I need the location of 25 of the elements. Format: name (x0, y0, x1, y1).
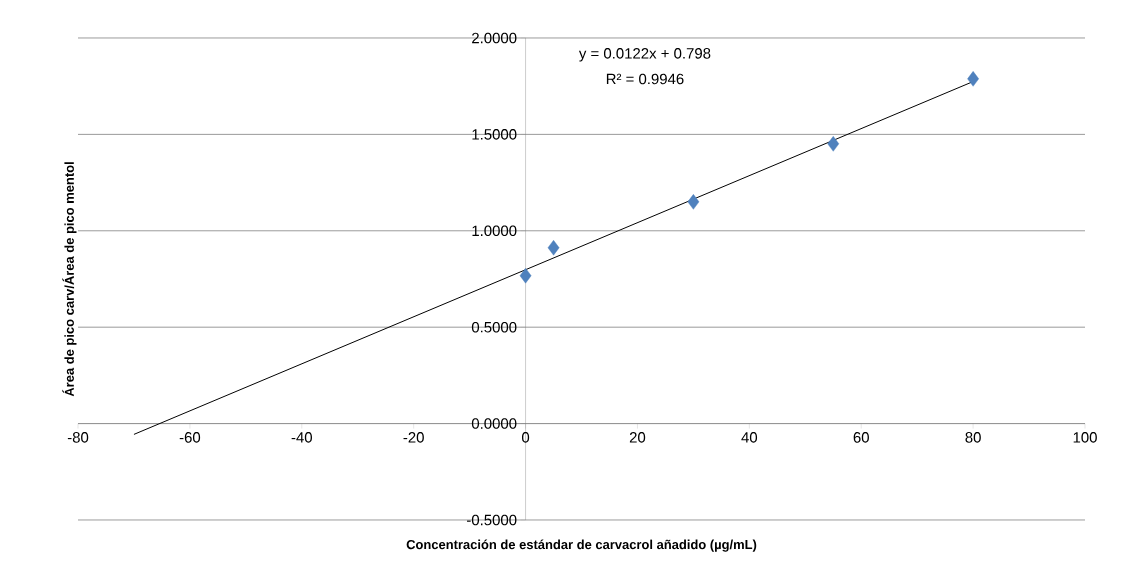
point (827, 136, 840, 152)
y-tick-label: -0.5000 (467, 514, 517, 526)
point (687, 194, 700, 210)
point (967, 71, 979, 87)
point (519, 268, 532, 284)
x-tick-label: 60 (853, 432, 869, 443)
x-tick-label: 100 (1073, 432, 1097, 443)
y-tick-label: 1.5000 (472, 129, 517, 140)
x-tick-label: 20 (629, 432, 646, 443)
x-tick-label: -40 (291, 432, 312, 443)
x-tick-label: -20 (403, 432, 424, 443)
annotation: y = 0.0122x + 0.798 (578, 48, 711, 62)
y-tick-label: 1.0000 (472, 225, 517, 237)
x-tick-label: 80 (965, 432, 981, 443)
x-axis-title: Concentración de estándar de carvacrol añadido (µg/mL) (406, 539, 757, 552)
point (547, 240, 560, 256)
y-tick-label: 0.0000 (471, 418, 517, 429)
y-axis-title: Área de pico carv/Área de pico mentol (62, 162, 77, 397)
x-tick-label: 0 (521, 432, 530, 443)
y-tick-label: 2.0000 (472, 32, 517, 44)
y-tick-label: 0.5000 (471, 321, 517, 333)
x-tick-label: -60 (179, 432, 201, 443)
x-tick-label: -80 (67, 432, 89, 443)
annotation: R² = 0.9946 (606, 73, 684, 85)
x-tick-label: 40 (741, 432, 758, 443)
